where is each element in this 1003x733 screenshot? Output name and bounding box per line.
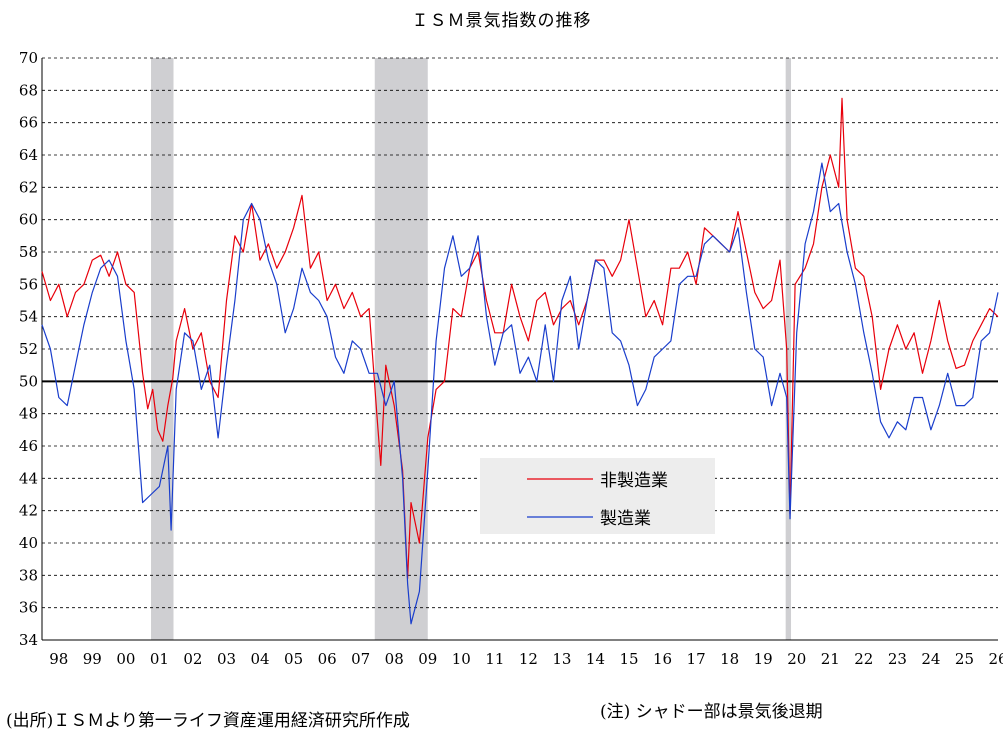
- x-tick-label: 00: [116, 650, 135, 668]
- x-tick-label: 12: [519, 650, 538, 668]
- x-tick-label: 06: [318, 650, 337, 668]
- y-tick-label: 60: [19, 211, 38, 229]
- y-tick-label: 52: [19, 340, 38, 358]
- x-tick-label: 11: [485, 650, 504, 668]
- x-tick-label: 16: [653, 650, 672, 668]
- x-tick-label: 03: [217, 650, 236, 668]
- x-tick-label: 15: [619, 650, 638, 668]
- y-tick-label: 40: [19, 534, 38, 552]
- x-tick-label: 09: [418, 650, 437, 668]
- x-tick-label: 02: [183, 650, 202, 668]
- x-tick-label: 04: [250, 650, 269, 668]
- x-tick-label: 25: [955, 650, 974, 668]
- recession-note: (注) シャドー部は景気後退期: [600, 702, 823, 722]
- x-tick-label: 24: [921, 650, 940, 668]
- x-tick-label: 17: [687, 650, 706, 668]
- x-tick-label: 23: [888, 650, 907, 668]
- y-tick-label: 50: [19, 372, 38, 390]
- axes: 34 36 38 40 42 44 46 48 50 52 54 56 58 60 62 64 66 68 70 98…: [19, 49, 1003, 668]
- y-tick-label: 70: [19, 49, 38, 67]
- y-tick-label: 48: [19, 405, 38, 423]
- y-tick-label: 68: [19, 81, 38, 99]
- recession-band-1: [374, 58, 428, 640]
- y-tick-label: 54: [19, 308, 38, 326]
- x-tick-label: 98: [49, 650, 68, 668]
- y-tick-label: 36: [19, 599, 38, 617]
- chart-title: ＩＳＭ景気指数の推移: [411, 11, 592, 31]
- x-tick-label: 99: [83, 650, 102, 668]
- x-tick-label: 05: [284, 650, 303, 668]
- x-tick-label: 26: [988, 650, 1003, 668]
- x-tick-label: 21: [821, 650, 840, 668]
- legend-label-manufacturing: 製造業: [600, 509, 651, 529]
- y-tick-label: 46: [19, 437, 38, 455]
- y-tick-label: 64: [19, 146, 38, 164]
- x-tick-label: 22: [854, 650, 873, 668]
- x-tick-label: 01: [150, 650, 169, 668]
- y-tick-label: 58: [19, 243, 38, 261]
- y-tick-label: 44: [19, 469, 38, 487]
- x-tick-label: 14: [586, 650, 605, 668]
- legend-box: [480, 458, 715, 534]
- legend-label-non-manufacturing: 非製造業: [600, 471, 668, 491]
- legend: 非製造業 製造業: [480, 458, 715, 534]
- x-tick-label: 18: [720, 650, 739, 668]
- y-tick-label: 34: [19, 631, 38, 649]
- x-tick-label: 08: [385, 650, 404, 668]
- source-note: (出所)ＩＳＭより第一ライフ資産運用経済研究所作成: [6, 711, 410, 731]
- y-tick-label: 66: [19, 114, 38, 132]
- series-line-1: [41, 162, 999, 625]
- x-tick-label: 07: [351, 650, 370, 668]
- y-tick-label: 56: [19, 275, 38, 293]
- x-tick-label: 19: [754, 650, 773, 668]
- x-tick-label: 10: [452, 650, 471, 668]
- y-tick-label: 42: [19, 502, 38, 520]
- x-tick-label: 13: [552, 650, 571, 668]
- series-lines: [41, 97, 999, 625]
- y-tick-label: 38: [19, 566, 38, 584]
- series-line-0: [41, 97, 999, 580]
- x-tick-label: 20: [787, 650, 806, 668]
- y-tick-label: 62: [19, 178, 38, 196]
